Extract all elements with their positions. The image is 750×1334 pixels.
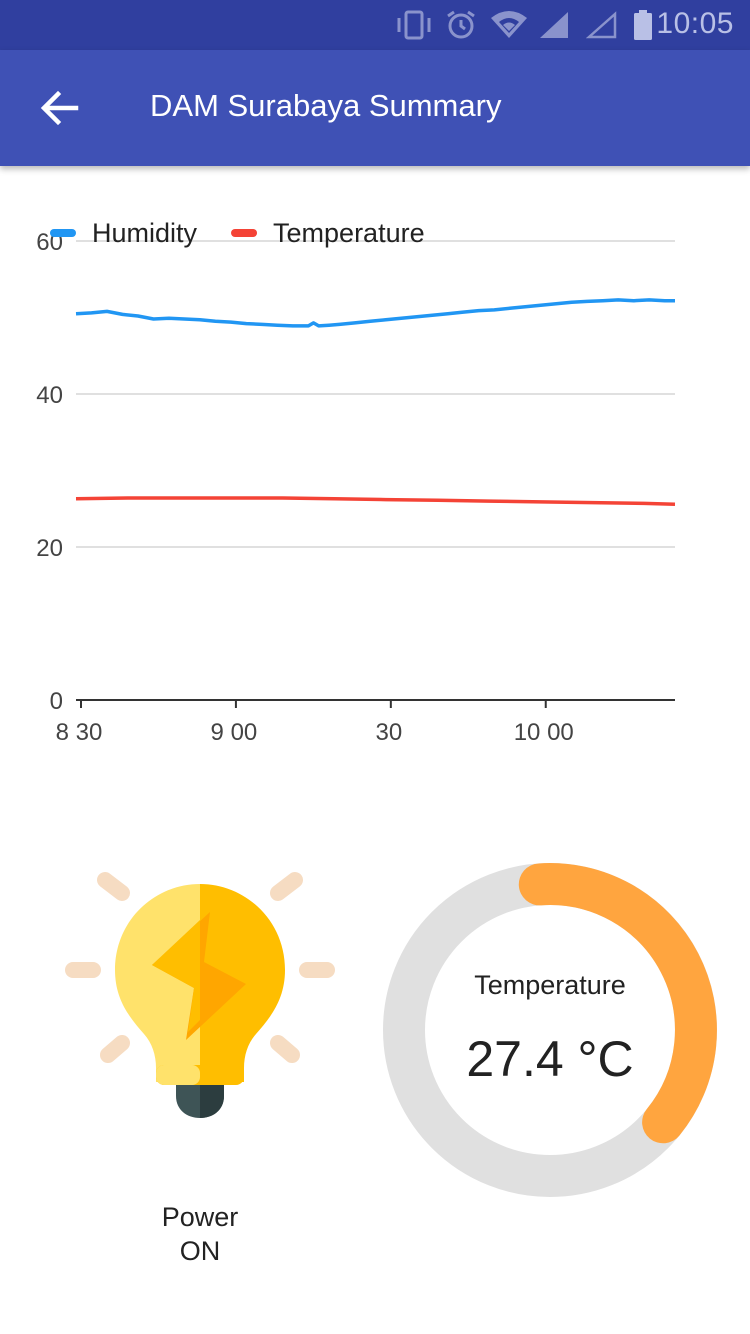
app-bar: DAM Surabaya Summary: [0, 50, 750, 166]
lightbulb-icon: [65, 872, 335, 1118]
power-label-line1: Power: [161, 1202, 239, 1232]
legend-label: Temperature: [273, 218, 425, 248]
y-tick-label: 40: [36, 382, 63, 409]
chart-legend: Humidity Temperature: [50, 218, 425, 248]
series-line-humidity: [75, 298, 675, 328]
status-time: 10:05: [656, 7, 734, 40]
gauge-value: 27.4 °C: [466, 1031, 634, 1087]
legend-swatch: [50, 229, 76, 237]
gauge-title: Temperature: [474, 970, 626, 1000]
page-title: DAM Surabaya Summary: [150, 88, 502, 123]
y-tick-label: 20: [36, 535, 63, 562]
wifi-icon: [491, 11, 527, 38]
arrow-back-icon: [40, 90, 79, 126]
y-tick-label: 0: [50, 688, 63, 715]
x-axis: 8 30 9 00 30 10 00: [56, 699, 675, 746]
status-bar: 10:05: [0, 0, 750, 50]
x-tick-label: 9 00: [211, 719, 258, 746]
signal-icon: [540, 12, 568, 38]
power-indicator: [60, 860, 340, 1130]
vibrate-icon: [397, 10, 431, 40]
series-line-temperature: [75, 496, 676, 506]
back-button[interactable]: [30, 78, 90, 138]
chart-series: [75, 298, 676, 506]
power-status-label: Power ON: [100, 1200, 300, 1268]
legend-label: Humidity: [92, 218, 198, 248]
signal-empty-icon: [586, 11, 617, 39]
chart-grid: [76, 240, 675, 548]
x-tick-label: 8 30: [56, 719, 103, 746]
x-tick-label: 30: [375, 719, 402, 746]
temperature-gauge: [383, 863, 717, 1197]
alarm-icon: [447, 10, 475, 39]
legend-swatch: [231, 229, 258, 237]
x-tick-label: 10 00: [514, 719, 574, 746]
gauge-fill: [518, 863, 717, 1144]
battery-icon: [634, 10, 652, 40]
power-label-line2: ON: [179, 1236, 221, 1266]
